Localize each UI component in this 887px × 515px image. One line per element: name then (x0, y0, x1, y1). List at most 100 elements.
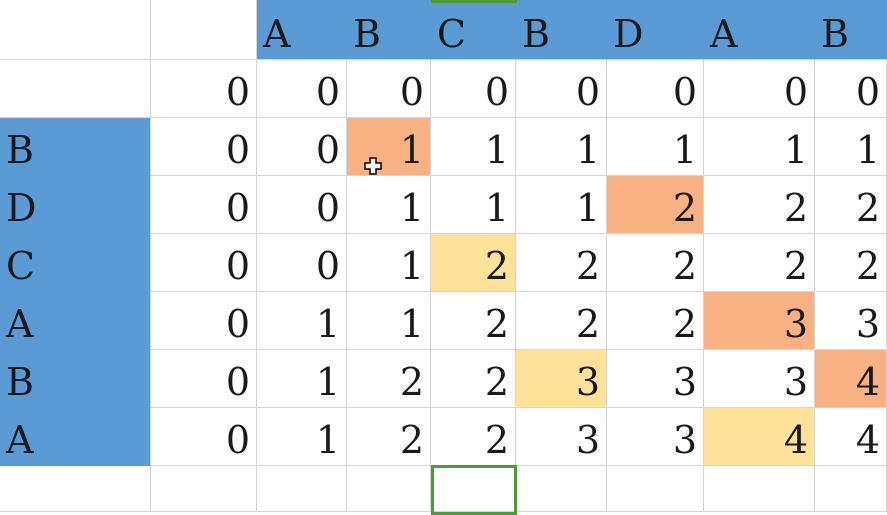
value-cell[interactable]: 1 (347, 234, 431, 292)
value-cell[interactable]: 2 (431, 350, 516, 408)
value-cell[interactable]: 3 (607, 408, 704, 466)
value-cell[interactable]: 1 (347, 118, 431, 176)
cell-value: 0 (225, 360, 250, 404)
value-cell[interactable]: 4 (815, 350, 887, 408)
value-cell[interactable]: 3 (815, 292, 887, 350)
value-cell[interactable]: 2 (347, 350, 431, 408)
cell-value: B (522, 12, 550, 56)
cell-value: 2 (783, 186, 808, 230)
cell-value: 0 (315, 70, 340, 114)
value-cell[interactable]: 3 (516, 408, 607, 466)
sheet-cell[interactable] (151, 0, 257, 60)
value-cell[interactable]: 1 (347, 176, 431, 234)
value-cell[interactable]: 2 (815, 234, 887, 292)
value-cell[interactable]: 1 (815, 118, 887, 176)
value-cell[interactable]: 2 (704, 176, 815, 234)
cell-value: 3 (783, 302, 808, 346)
cell-value: C (6, 244, 36, 288)
value-cell[interactable]: 2 (431, 234, 516, 292)
value-cell[interactable]: 0 (151, 118, 257, 176)
row-letter-cell[interactable]: B (0, 350, 151, 408)
value-cell[interactable]: 0 (815, 60, 887, 118)
value-cell[interactable]: 2 (607, 234, 704, 292)
sheet-cell[interactable] (151, 466, 257, 512)
value-cell[interactable]: 0 (431, 60, 516, 118)
cell-value: 1 (399, 128, 424, 172)
value-cell[interactable]: 2 (347, 408, 431, 466)
value-cell[interactable]: 2 (431, 408, 516, 466)
header-letter-cell[interactable]: C (431, 0, 516, 60)
header-letter-cell[interactable]: D (607, 0, 704, 60)
cell-value: 0 (484, 70, 509, 114)
value-cell[interactable]: 0 (257, 118, 347, 176)
value-cell[interactable]: 0 (257, 176, 347, 234)
value-cell[interactable]: 1 (516, 176, 607, 234)
sheet-cell[interactable] (0, 60, 151, 118)
row-letter-cell[interactable]: D (0, 176, 151, 234)
sheet-cell[interactable] (347, 466, 431, 512)
cell-value: 1 (575, 186, 600, 230)
row-letter-cell[interactable]: C (0, 234, 151, 292)
row-letter-cell[interactable]: A (0, 292, 151, 350)
value-cell[interactable]: 3 (704, 350, 815, 408)
header-letter-cell[interactable]: B (815, 0, 887, 60)
value-cell[interactable]: 1 (516, 118, 607, 176)
row-letter-cell[interactable]: A (0, 408, 151, 466)
value-cell[interactable]: 4 (704, 408, 815, 466)
value-cell[interactable]: 2 (431, 292, 516, 350)
value-cell[interactable]: 4 (815, 408, 887, 466)
value-cell[interactable]: 0 (257, 60, 347, 118)
header-letter-cell[interactable]: A (704, 0, 815, 60)
sheet-cell[interactable] (431, 466, 516, 512)
cell-value: 0 (315, 244, 340, 288)
value-cell[interactable]: 3 (516, 350, 607, 408)
value-cell[interactable]: 3 (704, 292, 815, 350)
value-cell[interactable]: 0 (704, 60, 815, 118)
value-cell[interactable]: 0 (151, 408, 257, 466)
value-cell[interactable]: 2 (704, 234, 815, 292)
cell-value: 0 (672, 70, 697, 114)
sheet-cell[interactable] (704, 466, 815, 512)
value-cell[interactable]: 0 (347, 60, 431, 118)
value-cell[interactable]: 0 (151, 234, 257, 292)
value-cell[interactable]: 1 (257, 350, 347, 408)
cell-value: 0 (315, 186, 340, 230)
sheet-cell[interactable] (815, 466, 887, 512)
value-cell[interactable]: 1 (347, 292, 431, 350)
sheet-cell[interactable] (516, 466, 607, 512)
cell-value: 3 (575, 360, 600, 404)
value-cell[interactable]: 0 (151, 350, 257, 408)
value-cell[interactable]: 0 (151, 292, 257, 350)
value-cell[interactable]: 1 (257, 292, 347, 350)
sheet-cell[interactable] (0, 0, 151, 60)
header-letter-cell[interactable]: B (516, 0, 607, 60)
sheet-cell[interactable] (607, 466, 704, 512)
value-cell[interactable]: 2 (607, 292, 704, 350)
sheet-cell[interactable] (257, 466, 347, 512)
value-cell[interactable]: 2 (815, 176, 887, 234)
value-cell[interactable]: 1 (257, 408, 347, 466)
value-cell[interactable]: 2 (516, 234, 607, 292)
header-letter-cell[interactable]: B (347, 0, 431, 60)
value-cell[interactable]: 2 (516, 292, 607, 350)
value-cell[interactable]: 2 (607, 176, 704, 234)
cell-value: 2 (783, 244, 808, 288)
value-cell[interactable]: 0 (607, 60, 704, 118)
cell-value: 1 (783, 128, 808, 172)
move-cursor-icon (364, 157, 382, 175)
cell-value: 2 (399, 418, 424, 462)
value-cell[interactable]: 1 (431, 176, 516, 234)
sheet-cell[interactable] (0, 466, 151, 512)
value-cell[interactable]: 3 (607, 350, 704, 408)
row-letter-cell[interactable]: B (0, 118, 151, 176)
value-cell[interactable]: 1 (607, 118, 704, 176)
value-cell[interactable]: 0 (151, 176, 257, 234)
value-cell[interactable]: 1 (431, 118, 516, 176)
value-cell[interactable]: 0 (151, 60, 257, 118)
value-cell[interactable]: 1 (704, 118, 815, 176)
cell-value: 1 (399, 302, 424, 346)
value-cell[interactable]: 0 (516, 60, 607, 118)
header-letter-cell[interactable]: A (257, 0, 347, 60)
value-cell[interactable]: 0 (257, 234, 347, 292)
